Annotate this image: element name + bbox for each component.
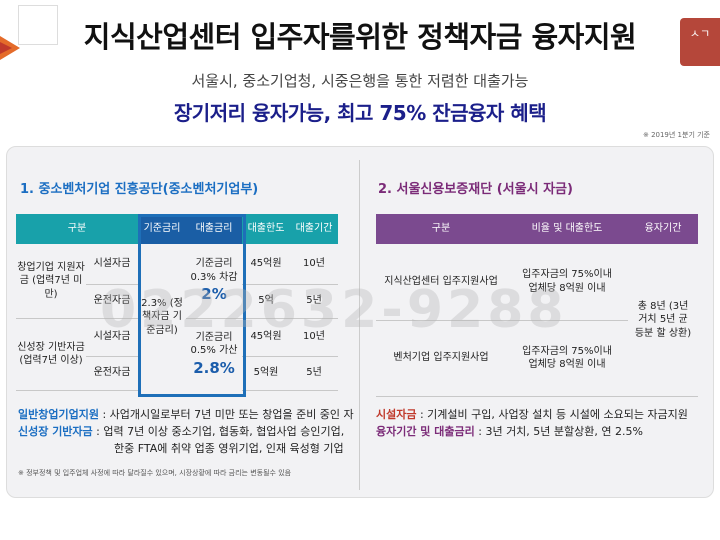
program-ratio: 입주자금의 75%이내 업체당 8억원 이내 [506, 320, 628, 397]
left-loan-table: 구분 기준금리 대출금리 대출한도 대출기간 창업기업 지원자금 (업력7년 미… [16, 214, 338, 391]
rate-value-1: 2% [201, 285, 227, 304]
program-period: 총 8년 (3년 거치 5년 균등분 할 상환) [628, 244, 698, 397]
header-base-rate: 기준금리 [138, 214, 186, 244]
header-ratio: 비율 및 대출한도 [506, 214, 628, 244]
fund-facility: 시설자금 [86, 244, 138, 285]
fund-operating: 운전자금 [86, 356, 138, 391]
group-startup: 창업기업 지원자금 (업력7년 미만) [16, 244, 86, 319]
limit-cell: 5억원 [242, 356, 290, 391]
header-loan-period: 대출기간 [290, 214, 338, 244]
table-row: 신성장 기반자금 (업력7년 이상) 시설자금 기준금리 0.5% 가산 2.8… [16, 318, 338, 391]
program-name: 지식산업센터 입주지원사업 [376, 244, 506, 321]
limit-cell: 45억원 [242, 318, 290, 357]
subtitle-2: 장기저리 융자가능, 최고 75% 잔금융자 혜택 [173, 101, 547, 125]
table-row: 운전자금 5억 5년 [16, 284, 338, 319]
header-category: 구분 [376, 214, 506, 244]
frame-square [18, 5, 58, 45]
rate-cell-1: 기준금리 0.3% 차감 2% [186, 244, 242, 319]
group-growth: 신성장 기반자금 (업력7년 이상) [16, 318, 86, 391]
header-category: 구분 [16, 214, 138, 244]
base-rate-cell: 2.3% (정책자금 기준금리) [141, 297, 183, 336]
right-section-title: 2. 서울신용보증재단 (서울시 자금) [378, 182, 573, 197]
header-loan-rate: 대출금리 [186, 214, 242, 244]
program-name: 벤처기업 입주지원사업 [376, 320, 506, 397]
rate-highlight-box [138, 214, 246, 397]
limit-cell: 45억원 [242, 244, 290, 285]
program-ratio: 입주자금의 75%이내 업체당 8억원 이내 [506, 244, 628, 321]
right-loan-table: 구분 비율 및 대출한도 융자기간 지식산업센터 입주지원사업 입주자금의 75… [376, 214, 698, 397]
header-period: 융자기간 [628, 214, 698, 244]
left-footnotes: 일반창업기업지원 : 사업개시일로부터 7년 미만 또는 창업을 준비 중인 자… [18, 408, 354, 455]
date-note: ※ 2019년 1분기 기준 [642, 131, 710, 139]
table-row: 창업기업 지원자금 (업력7년 미만) 시설자금 2.3% (정책자금 기준금리… [16, 244, 338, 336]
left-section-title: 1. 중소벤처기업 진흥공단(중소벤처기업부) [20, 182, 259, 197]
brand-logo-right: ㅅㄱ [680, 18, 720, 66]
rate-cell-2: 기준금리 0.5% 가산 2.8% [186, 318, 242, 390]
table-row: 지식산업센터 입주지원사업 입주자금의 75%이내 업체당 8억원 이내 총 8… [376, 244, 698, 397]
table-row: 운전자금 5억원 5년 [16, 356, 338, 391]
page-title: 지식산업센터 입주자를위한 정책자금 융자지원 [83, 20, 637, 54]
disclaimer: ※ 정부정책 및 입주업체 사정에 따라 달라질수 있으며, 시장상황에 따라 … [18, 469, 292, 477]
table-row: 벤처기업 입주지원사업 입주자금의 75%이내 업체당 8억원 이내 [376, 320, 698, 397]
rate-value-2: 2.8% [193, 358, 235, 377]
period-cell: 10년 [290, 318, 338, 357]
panel-divider [359, 160, 360, 490]
period-cell: 5년 [290, 356, 338, 391]
subtitle-1: 서울시, 중소기업청, 시중은행을 통한 저렴한 대출가능 [191, 72, 529, 90]
period-cell: 10년 [290, 244, 338, 285]
limit-cell: 5억 [242, 284, 290, 319]
header-loan-limit: 대출한도 [242, 214, 290, 244]
period-cell: 5년 [290, 284, 338, 319]
watermark: 0222632-9288 [100, 280, 568, 340]
fund-facility: 시설자금 [86, 318, 138, 357]
fund-operating: 운전자금 [86, 284, 138, 319]
brand-logo-left [0, 36, 20, 60]
right-footnotes: 시설자금 : 기계설비 구입, 사업장 설치 등 시설에 소요되는 자금지원 융… [376, 408, 688, 438]
table-header-row: 구분 비율 및 대출한도 융자기간 [376, 214, 698, 244]
table-header-row: 구분 기준금리 대출금리 대출한도 대출기간 [16, 214, 338, 244]
